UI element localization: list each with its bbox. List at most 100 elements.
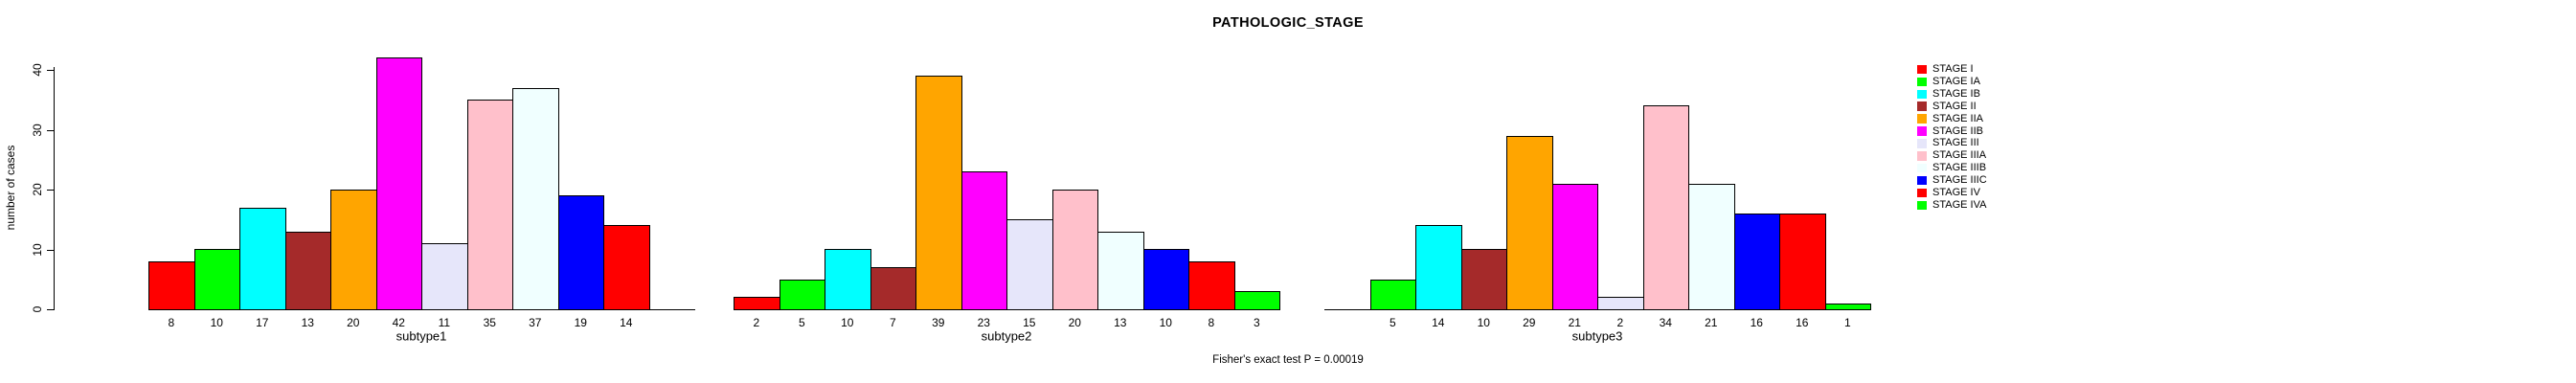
bar-subtype2-stage-i — [734, 297, 780, 310]
bar-value-label: 10 — [1477, 316, 1490, 329]
bar-value-label: 3 — [1253, 316, 1260, 329]
bar-value-label: 7 — [889, 316, 896, 329]
legend-label: STAGE IB — [1932, 87, 1980, 100]
bar-value-label: 11 — [438, 316, 451, 329]
legend-label: STAGE IIIA — [1932, 149, 1987, 162]
bar-subtype1-stage-ii — [284, 232, 331, 310]
fisher-test-annotation: Fisher's exact test P = 0.00019 — [1212, 354, 1364, 366]
bar-subtype3-stage-iii — [1597, 297, 1644, 310]
bar-subtype3-stage-iiib — [1688, 184, 1735, 310]
y-tick — [47, 129, 54, 131]
bar-value-label: 2 — [1616, 316, 1624, 329]
bar-value-label: 10 — [841, 316, 854, 329]
bar-subtype1-stage-iiib — [512, 88, 559, 310]
stage-iia-swatch-icon — [1917, 114, 1927, 124]
stage-iv-swatch-icon — [1917, 188, 1927, 198]
legend-label: STAGE IVA — [1932, 198, 1987, 211]
y-tick — [47, 70, 54, 71]
bar-value-label: 13 — [301, 316, 314, 329]
x-axis-label-subtype2: subtype2 — [981, 328, 1032, 344]
bar-value-label: 14 — [620, 316, 633, 329]
stage-ib-swatch-icon — [1917, 89, 1927, 100]
bar-value-label: 29 — [1523, 316, 1536, 329]
bar-value-label: 8 — [168, 316, 175, 329]
bar-value-label: 8 — [1208, 316, 1215, 329]
bar-subtype2-stage-iv — [1188, 261, 1235, 310]
bar-value-label: 2 — [753, 316, 760, 329]
stage-ia-swatch-icon — [1917, 77, 1927, 87]
bar-value-label: 34 — [1659, 316, 1672, 329]
bar-subtype3-stage-iiia — [1642, 105, 1689, 310]
bar-subtype1-stage-iiia — [466, 100, 513, 310]
legend-item-stage-ia: STAGE IA — [1917, 76, 1980, 88]
legend-item-stage-iib: STAGE IIB — [1917, 125, 1983, 138]
bar-value-label: 21 — [1568, 316, 1581, 329]
stage-iii-swatch-icon — [1917, 139, 1927, 148]
y-tick-label: 40 — [31, 63, 44, 77]
bar-value-label: 15 — [1023, 316, 1036, 329]
bar-subtype3-stage-iv — [1779, 214, 1826, 310]
bar-subtype2-stage-ia — [779, 280, 825, 310]
bar-subtype2-stage-iib — [960, 171, 1007, 310]
bar-value-label: 13 — [1114, 316, 1127, 329]
bar-subtype1-stage-iiic — [557, 195, 604, 310]
legend-item-stage-iia: STAGE IIA — [1917, 113, 1983, 125]
legend-item-stage-iiib: STAGE IIIB — [1917, 162, 1986, 174]
stage-iib-swatch-icon — [1917, 126, 1927, 136]
chart-title: PATHOLOGIC_STAGE — [1212, 15, 1364, 31]
legend-label: STAGE IIIC — [1932, 174, 1987, 187]
stage-ii-swatch-icon — [1917, 101, 1927, 111]
legend-item-stage-iiic: STAGE IIIC — [1917, 174, 1987, 187]
bar-value-label: 5 — [798, 316, 805, 329]
legend-item-stage-iiia: STAGE IIIA — [1917, 149, 1986, 162]
bar-value-label: 23 — [977, 316, 990, 329]
legend-item-stage-ib: STAGE IB — [1917, 88, 1980, 101]
bar-subtype3-stage-iia — [1506, 136, 1553, 310]
stage-iiic-swatch-icon — [1917, 175, 1927, 186]
legend-label: STAGE II — [1932, 100, 1977, 112]
bar-subtype2-stage-iiib — [1097, 232, 1144, 310]
legend-item-stage-ii: STAGE II — [1917, 101, 1977, 113]
legend-label: STAGE IIIB — [1932, 162, 1987, 174]
bar-subtype3-stage-iib — [1551, 184, 1598, 310]
bar-value-label: 14 — [1432, 316, 1445, 329]
bar-subtype2-stage-ii — [870, 267, 916, 310]
x-axis-label-subtype3: subtype3 — [1571, 328, 1623, 344]
bar-subtype3-stage-ii — [1460, 249, 1507, 310]
bar-subtype2-stage-iiic — [1142, 249, 1189, 310]
stage-iva-swatch-icon — [1917, 200, 1927, 211]
bar-subtype2-stage-iii — [1006, 219, 1053, 310]
stage-iiia-swatch-icon — [1917, 151, 1927, 161]
bar-value-label: 39 — [932, 316, 945, 329]
bar-value-label: 35 — [483, 316, 496, 329]
bar-subtype1-stage-i — [148, 261, 195, 310]
legend-item-stage-iv: STAGE IV — [1917, 187, 1980, 199]
bar-value-label: 16 — [1750, 316, 1763, 329]
bar-value-label: 42 — [392, 316, 405, 329]
bar-subtype2-stage-iva — [1233, 291, 1280, 310]
y-tick-label: 30 — [31, 123, 44, 137]
bar-subtype3-stage-ia — [1369, 280, 1416, 310]
bar-value-label: 16 — [1796, 316, 1809, 329]
stage-i-swatch-icon — [1917, 64, 1927, 75]
y-tick-label: 0 — [31, 305, 44, 313]
bar-value-label: 1 — [1843, 316, 1851, 329]
legend-label: STAGE IV — [1932, 187, 1980, 198]
bar-subtype2-stage-iiia — [1051, 190, 1098, 310]
stage-iiib-swatch-icon — [1917, 163, 1927, 173]
bar-value-label: 10 — [1159, 316, 1172, 329]
bar-subtype1-stage-ib — [239, 208, 286, 310]
bar-value-label: 20 — [1068, 316, 1081, 329]
legend-item-stage-iva: STAGE IVA — [1917, 199, 1986, 212]
y-tick — [47, 249, 54, 251]
y-axis-line — [54, 67, 55, 310]
y-tick-label: 10 — [31, 242, 44, 257]
bar-subtype3-stage-ib — [1415, 225, 1462, 310]
legend-label: STAGE IIB — [1932, 124, 1983, 137]
bar-value-label: 10 — [210, 316, 223, 329]
bar-subtype1-stage-iia — [330, 190, 377, 310]
legend-label: STAGE I — [1932, 63, 1974, 75]
bar-subtype1-stage-ia — [193, 249, 240, 310]
legend-label: STAGE IA — [1932, 75, 1980, 87]
bar-subtype3-stage-iiic — [1733, 214, 1780, 310]
